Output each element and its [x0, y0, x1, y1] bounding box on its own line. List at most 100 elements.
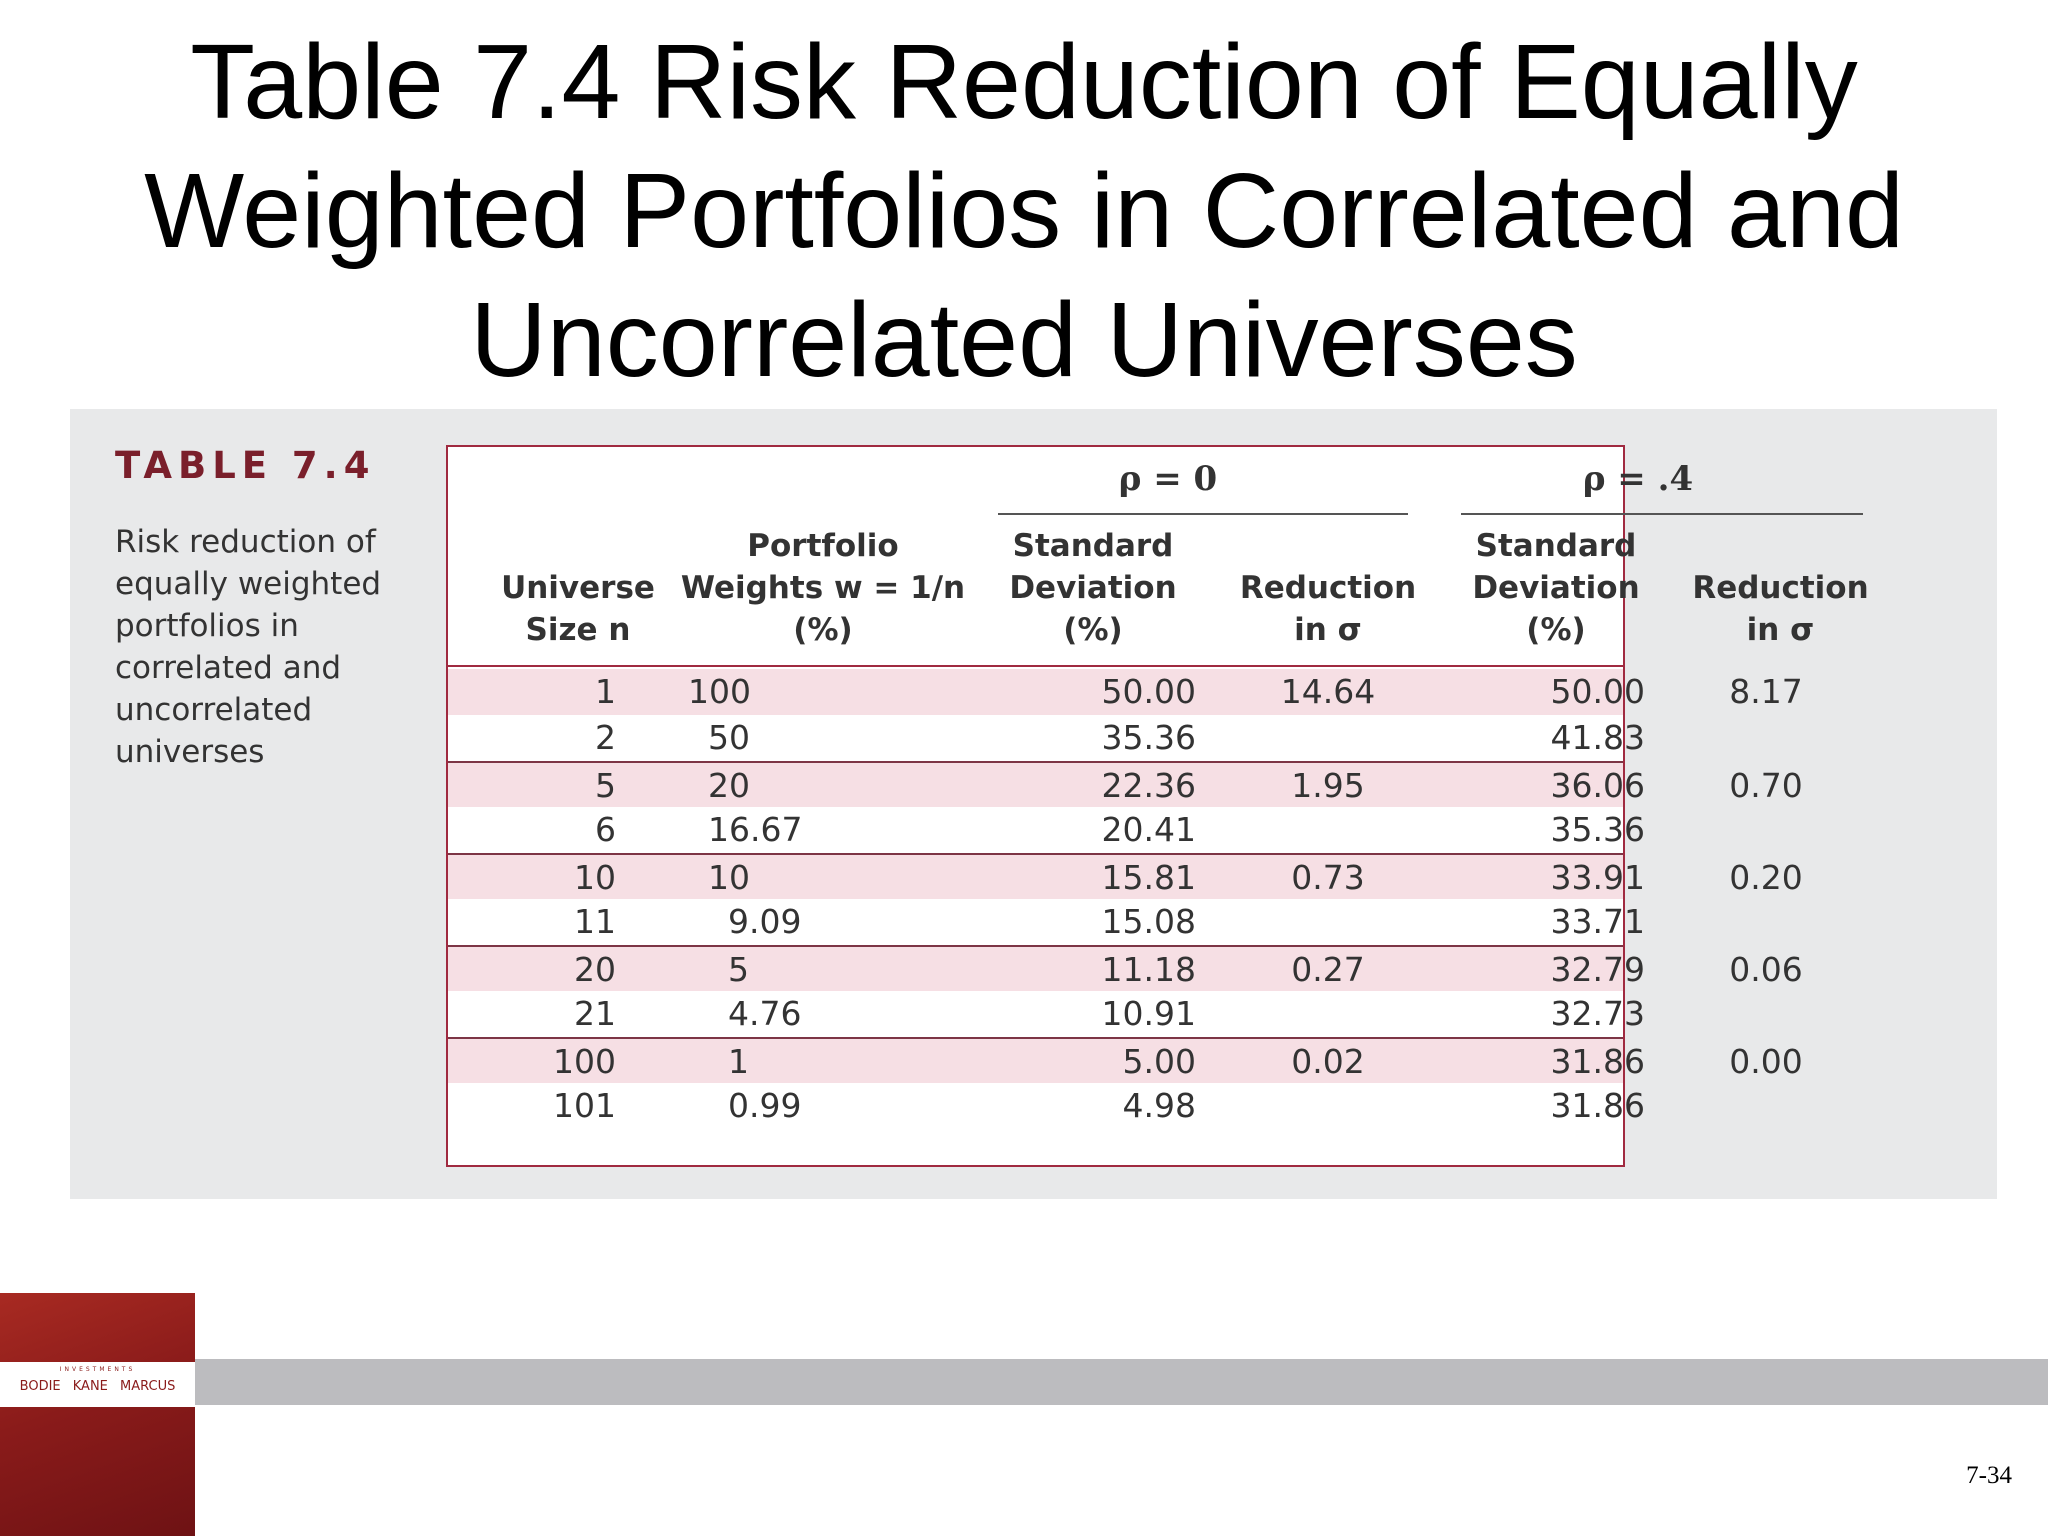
table-row: 5 20 22.36 1.95 36.06 0.70	[448, 761, 1803, 807]
table-caption-text: Risk reduction of equally weighted portf…	[115, 521, 435, 773]
cell-std-dev-rho-0: 50.00	[1101, 672, 1196, 711]
cell-reduction-rho-04	[1716, 991, 1816, 1037]
cell-reduction-rho-04: 0.20	[1729, 858, 1803, 897]
cell-reduction-rho-04: 8.17	[1729, 672, 1803, 711]
cell-universe-size: 101	[553, 1086, 616, 1125]
cell-std-dev-rho-04: 32.79	[1550, 950, 1645, 989]
cell-reduction-rho-0: 14.64	[1280, 672, 1376, 711]
cell-std-dev-rho-04: 31.86	[1550, 1042, 1645, 1081]
book-series-label: INVESTMENTS	[59, 1366, 136, 1373]
cell-std-dev-rho-0: 35.36	[1101, 718, 1196, 757]
cell-reduction-rho-0	[1278, 807, 1378, 853]
cell-universe-size: 5	[595, 766, 616, 805]
cell-reduction-rho-0: 0.02	[1291, 1042, 1365, 1081]
cell-universe-size: 2	[595, 718, 616, 757]
title-line: Weighted Portfolios in Correlated and	[144, 152, 1904, 270]
cell-reduction-rho-0: 1.95	[1291, 766, 1365, 805]
table-row: 10 10 15.81 0.73 33.91 0.20	[448, 853, 1803, 899]
table-row: 6 16.67 20.41 35.36	[448, 807, 1645, 853]
title-line: Uncorrelated Universes	[470, 281, 1578, 399]
cell-std-dev-rho-0: 5.00	[1122, 1042, 1196, 1081]
table-row: 2 50 35.36 41.83	[448, 715, 1645, 761]
cell-std-dev-rho-04: 35.36	[1550, 810, 1645, 849]
caption-line: universes	[115, 734, 265, 770]
cell-weight: 100	[688, 672, 751, 711]
cell-reduction-rho-04	[1716, 715, 1816, 761]
cell-universe-size: 20	[574, 950, 616, 989]
book-title-strip: INVESTMENTS BODIE KANE MARCUS	[0, 1362, 195, 1407]
table-row: 1 100 50.00 14.64 50.00 8.17	[448, 669, 1803, 715]
book-cover-logo: INVESTMENTS BODIE KANE MARCUS	[0, 1293, 195, 1536]
table-row: 20 5 11.18 0.27 32.79 0.06	[448, 945, 1803, 991]
table-row: 101 0.99 4.98 31.86	[448, 1083, 1645, 1129]
group-header-rule	[998, 513, 1408, 515]
column-header-std-dev-rho-0: Standard Deviation (%)	[1009, 528, 1177, 648]
column-header-reduction-rho-04: Reduction in σ	[1692, 570, 1869, 648]
cell-reduction-rho-0: 0.73	[1291, 858, 1365, 897]
cell-reduction-rho-04: 0.70	[1729, 766, 1803, 805]
data-table: ρ = 0 ρ = .4 Universe Size n Portfolio W…	[446, 445, 1869, 1167]
caption-line: Risk reduction of	[115, 524, 376, 560]
group-header-rule	[1461, 513, 1863, 515]
cell-weight: 4.76	[728, 994, 802, 1033]
column-header-universe-size: Universe Size n	[501, 570, 655, 648]
cell-weight: 9.09	[728, 902, 802, 941]
cell-reduction-rho-04	[1716, 899, 1816, 945]
cell-std-dev-rho-04: 41.83	[1550, 718, 1645, 757]
cell-universe-size: 21	[574, 994, 616, 1033]
cell-std-dev-rho-04: 31.86	[1550, 1086, 1645, 1125]
caption-line: uncorrelated	[115, 692, 313, 728]
cell-weight: 10	[708, 858, 750, 897]
table-caption-label: TABLE 7.4	[115, 444, 376, 487]
cell-std-dev-rho-0: 10.91	[1101, 994, 1196, 1033]
cell-reduction-rho-0	[1278, 1083, 1378, 1129]
caption-line: correlated and	[115, 650, 342, 686]
cell-std-dev-rho-04: 33.71	[1550, 902, 1645, 941]
book-authors-label: BODIE KANE MARCUS	[19, 1379, 176, 1394]
column-header-portfolio-weights: Portfolio Weights w = 1/n (%)	[680, 528, 966, 648]
table-row: 100 1 5.00 0.02 31.86 0.00	[448, 1037, 1803, 1083]
group-header-rho-04: ρ = .4	[1582, 459, 1694, 499]
slide-title: Table 7.4 Risk Reduction of Equally Weig…	[60, 18, 1988, 405]
page-number: 7-34	[1966, 1462, 2012, 1489]
cell-universe-size: 10	[574, 858, 616, 897]
caption-line: equally weighted	[115, 566, 382, 602]
cell-reduction-rho-0	[1278, 715, 1378, 761]
cell-reduction-rho-0: 0.27	[1291, 950, 1365, 989]
cell-std-dev-rho-0: 15.81	[1101, 858, 1196, 897]
cell-std-dev-rho-04: 36.06	[1550, 766, 1645, 805]
cell-std-dev-rho-04: 33.91	[1550, 858, 1645, 897]
cell-weight: 16.67	[708, 810, 803, 849]
column-header-std-dev-rho-04: Standard Deviation (%)	[1472, 528, 1640, 648]
cell-reduction-rho-04	[1716, 1083, 1816, 1129]
cell-weight: 50	[708, 718, 750, 757]
table-row: 21 4.76 10.91 32.73	[448, 991, 1645, 1037]
cell-std-dev-rho-0: 22.36	[1101, 766, 1196, 805]
cell-weight: 1	[728, 1042, 749, 1081]
cell-std-dev-rho-04: 32.73	[1550, 994, 1645, 1033]
cell-reduction-rho-0	[1278, 991, 1378, 1037]
header-rule	[448, 665, 1623, 667]
cell-universe-size: 1	[595, 672, 616, 711]
footer-bar	[0, 1359, 2048, 1405]
cell-universe-size: 100	[553, 1042, 616, 1081]
cell-reduction-rho-04: 0.06	[1729, 950, 1803, 989]
column-header-reduction-rho-0: Reduction in σ	[1239, 570, 1417, 648]
cell-std-dev-rho-0: 11.18	[1101, 950, 1196, 989]
title-line: Table 7.4 Risk Reduction of Equally	[190, 23, 1858, 141]
cell-weight: 20	[708, 766, 750, 805]
cell-reduction-rho-04: 0.00	[1729, 1042, 1803, 1081]
table-figure-panel: TABLE 7.4 Risk reduction of equally weig…	[70, 409, 1997, 1199]
cell-weight: 0.99	[728, 1086, 802, 1125]
cell-reduction-rho-0	[1278, 899, 1378, 945]
cell-std-dev-rho-0: 15.08	[1101, 902, 1196, 941]
cell-reduction-rho-04	[1716, 807, 1816, 853]
caption-line: portfolios in	[115, 608, 299, 644]
cell-weight: 5	[728, 950, 749, 989]
cell-std-dev-rho-0: 4.98	[1122, 1086, 1196, 1125]
table-row: 11 9.09 15.08 33.71	[448, 899, 1645, 945]
group-header-rho-0: ρ = 0	[1118, 459, 1218, 499]
cell-std-dev-rho-04: 50.00	[1550, 672, 1645, 711]
cell-universe-size: 11	[574, 902, 616, 941]
cell-universe-size: 6	[595, 810, 616, 849]
